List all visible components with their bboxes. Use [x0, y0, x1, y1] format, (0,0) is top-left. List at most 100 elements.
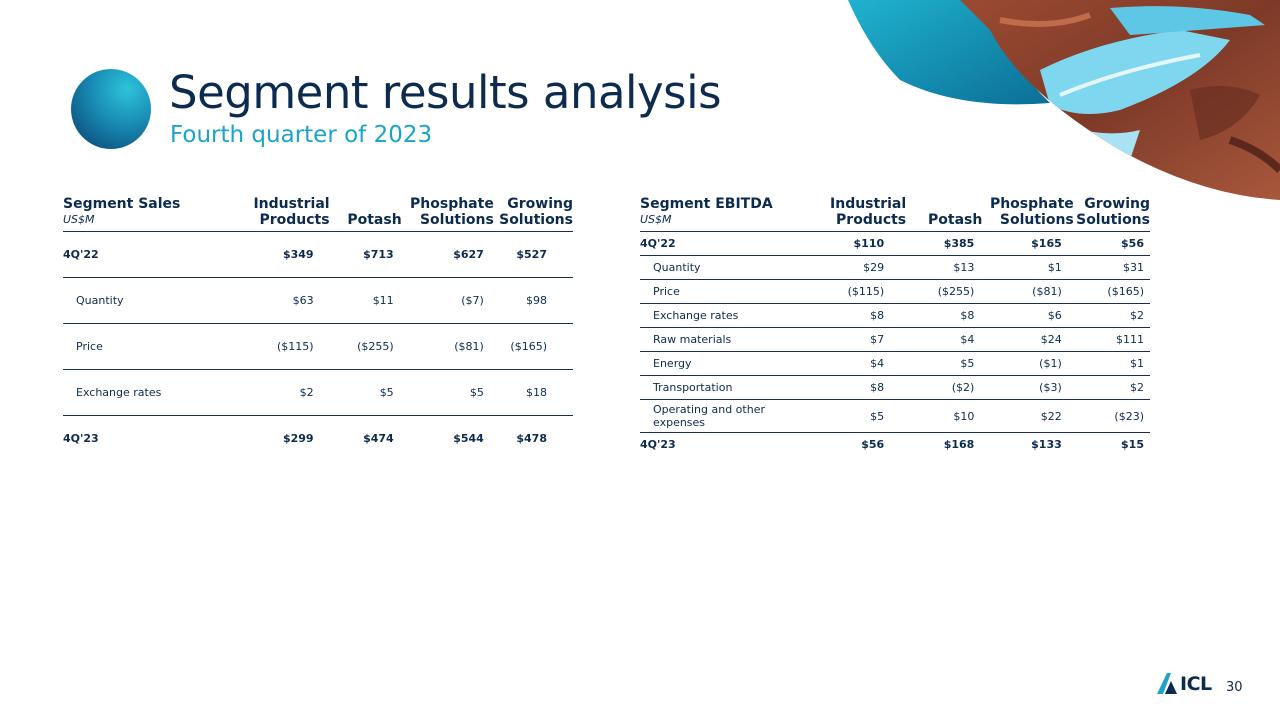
table-row: 4Q'22 $349 $713 $627 $527	[63, 231, 573, 278]
row-label: 4Q'22	[640, 231, 808, 256]
cell-value: $10	[906, 399, 983, 433]
cell-value: $29	[807, 255, 907, 280]
cell-value: $11	[329, 277, 402, 324]
cell-value: $22	[982, 399, 1074, 433]
row-label: Transportation	[640, 375, 808, 400]
column-header: Growing Solutions	[1073, 190, 1150, 232]
cell-value: ($81)	[401, 323, 494, 370]
column-header: Growing Solutions	[493, 190, 573, 232]
table-title: Segment EBITDA	[640, 196, 773, 212]
table-row: Raw materials $7 $4 $24 $111	[640, 327, 1150, 352]
cell-value: $627	[401, 231, 494, 278]
cell-value: $8	[807, 303, 907, 328]
row-label: Raw materials	[640, 327, 808, 352]
column-header: Phosphate Solutions	[401, 190, 494, 232]
row-label: Quantity	[640, 255, 808, 280]
cell-value: $63	[253, 277, 330, 324]
row-label: Price	[63, 323, 254, 370]
cell-value: $713	[329, 231, 402, 278]
cell-value: ($1)	[982, 351, 1074, 376]
cell-value: $168	[943, 438, 975, 451]
cell-value: ($255)	[329, 323, 402, 370]
row-label: Quantity	[63, 277, 254, 324]
row-label: Energy	[640, 351, 808, 376]
row-label: Operating and other expenses	[640, 399, 808, 433]
table-title: Segment Sales	[63, 196, 181, 212]
cell-value: $4	[906, 327, 983, 352]
cell-value: $5	[401, 369, 494, 416]
table-row: Price ($115) ($255) ($81) ($165)	[640, 279, 1150, 304]
cell-value: ($115)	[253, 323, 330, 370]
cell-value: $474	[363, 432, 394, 445]
table-header-row: Segment Sales US$M Industrial Products P…	[63, 190, 573, 232]
cell-value: $56	[1073, 231, 1150, 256]
column-header: Industrial Products	[807, 190, 907, 232]
table-row: Exchange rates $2 $5 $5 $18	[63, 369, 573, 416]
cell-value: ($23)	[1073, 399, 1150, 433]
column-header: Industrial Products	[253, 190, 330, 232]
table-title-cell: Segment Sales US$M	[63, 190, 254, 232]
cell-value: $2	[1073, 303, 1150, 328]
cell-value: $349	[253, 231, 330, 278]
cell-value: $5	[329, 369, 402, 416]
row-label: Price	[640, 279, 808, 304]
table-row: Energy $4 $5 ($1) $1	[640, 351, 1150, 376]
page-title: Segment results analysis	[169, 66, 722, 119]
cell-value: $299	[282, 432, 314, 445]
segment-ebitda-table: Segment EBITDA US$M Industrial Products …	[640, 190, 1150, 456]
row-label: 4Q'23	[640, 438, 676, 451]
table-header-row: Segment EBITDA US$M Industrial Products …	[640, 190, 1150, 232]
cell-value: $24	[982, 327, 1074, 352]
cell-value: ($81)	[982, 279, 1074, 304]
cell-value: $478	[516, 432, 547, 445]
cell-value: $5	[807, 399, 907, 433]
cell-value: ($165)	[493, 323, 573, 370]
column-header: Potash	[906, 190, 983, 232]
decorative-orb	[71, 69, 151, 149]
table-row: Quantity $29 $13 $1 $31	[640, 255, 1150, 280]
cell-value: $1	[982, 255, 1074, 280]
table-row: 4Q'23 $299 $474 $544 $478	[63, 416, 573, 462]
cell-value: $111	[1073, 327, 1150, 352]
segment-sales-table: Segment Sales US$M Industrial Products P…	[63, 190, 573, 461]
cell-value: ($165)	[1073, 279, 1150, 304]
cell-value: ($115)	[807, 279, 907, 304]
cell-value: $5	[906, 351, 983, 376]
cell-value: $56	[861, 438, 885, 451]
page-subtitle: Fourth quarter of 2023	[170, 122, 433, 148]
page-number: 30	[1226, 680, 1243, 695]
table-row: Price ($115) ($255) ($81) ($165)	[63, 323, 573, 370]
cell-value: $8	[906, 303, 983, 328]
table-row: Exchange rates $8 $8 $6 $2	[640, 303, 1150, 328]
cell-value: $527	[493, 231, 573, 278]
header-photo-corner	[848, 0, 1280, 200]
icl-logo-icon	[1157, 673, 1177, 694]
table-row: 4Q'22 $110 $385 $165 $56	[640, 231, 1150, 256]
table-row: Operating and other expenses $5 $10 $22 …	[640, 399, 1150, 433]
table-row: 4Q'23 $56 $168 $133 $15	[640, 433, 1150, 457]
table-row: Quantity $63 $11 ($7) $98	[63, 277, 573, 324]
cell-value: $110	[807, 231, 907, 256]
cell-value: $6	[982, 303, 1074, 328]
cell-value: $8	[807, 375, 907, 400]
cell-value: ($255)	[906, 279, 983, 304]
cell-value: $7	[807, 327, 907, 352]
cell-value: $544	[453, 432, 484, 445]
cell-value: $4	[807, 351, 907, 376]
row-label: Exchange rates	[63, 369, 254, 416]
table-row: Transportation $8 ($2) ($3) $2	[640, 375, 1150, 400]
table-title-cell: Segment EBITDA US$M	[640, 190, 808, 232]
cell-value: $2	[253, 369, 330, 416]
cell-value: $15	[1121, 438, 1144, 451]
column-header: Potash	[329, 190, 402, 232]
table-unit: US$M	[63, 213, 95, 226]
cell-value: ($7)	[401, 277, 494, 324]
cell-value: $2	[1073, 375, 1150, 400]
cell-value: $13	[906, 255, 983, 280]
cell-value: $98	[493, 277, 573, 324]
cell-value: $18	[493, 369, 573, 416]
cell-value: $165	[982, 231, 1074, 256]
cell-value: ($3)	[982, 375, 1074, 400]
column-header: Phosphate Solutions	[982, 190, 1074, 232]
cell-value: $133	[1031, 438, 1062, 451]
